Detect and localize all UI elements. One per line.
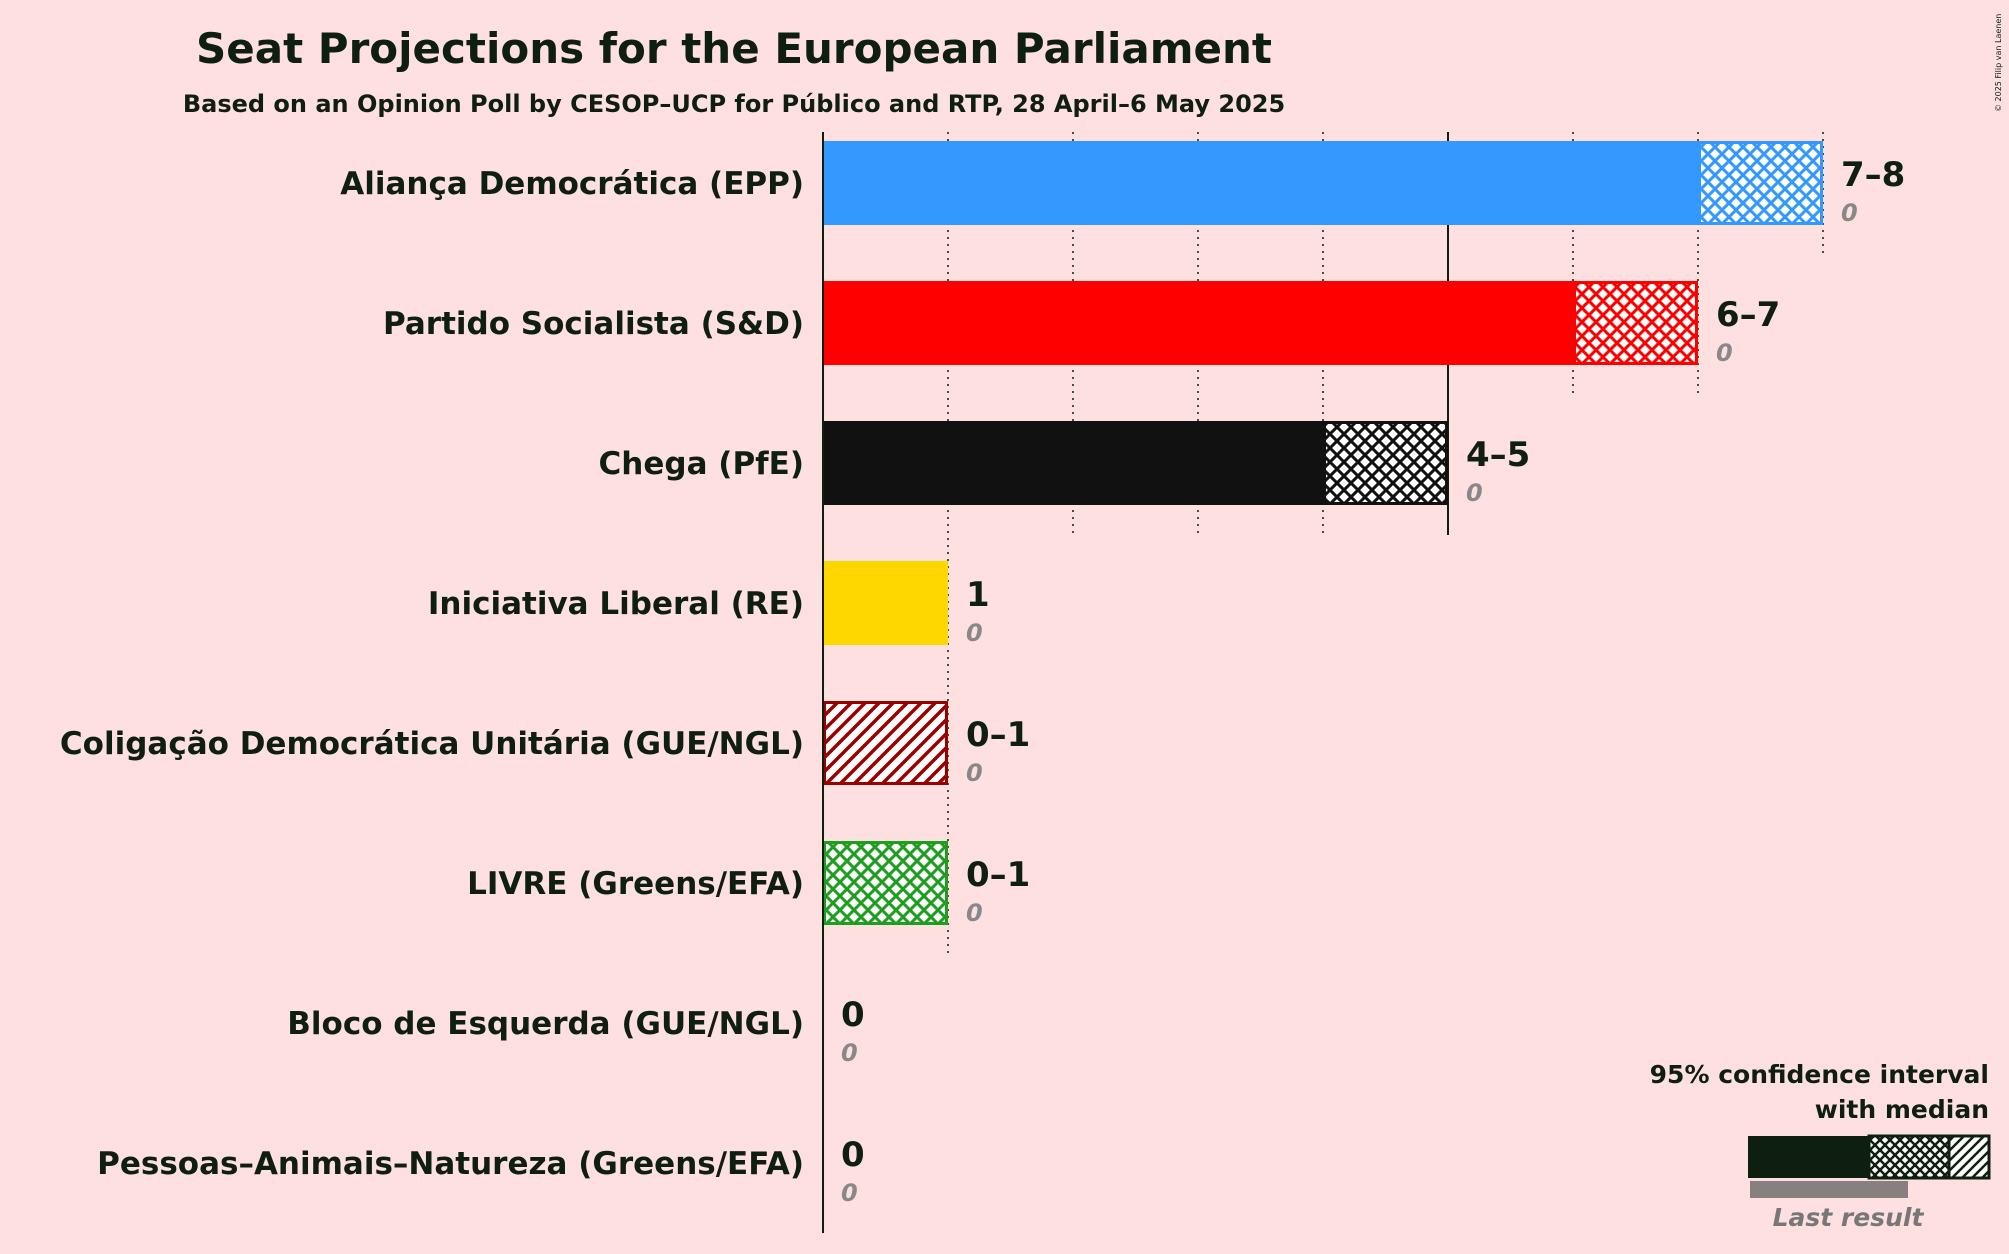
legend: 95% confidence interval with median Last… (1650, 1060, 1991, 1232)
legend-solid-swatch (1748, 1136, 1869, 1178)
range-label: 0 (841, 995, 865, 1035)
last-result-label: 0 (841, 1039, 858, 1067)
legend-upper-swatch (1947, 1134, 1991, 1180)
bar-ci-lower (1698, 141, 1823, 225)
range-label: 0–1 (966, 855, 1030, 895)
party-label: Iniciativa Liberal (RE) (428, 586, 804, 622)
range-label: 4–5 (1466, 435, 1530, 475)
bar-ci-upper (823, 701, 948, 785)
party-label: Pessoas–Animais–Natureza (Greens/EFA) (97, 1146, 804, 1182)
chart-title: Seat Projections for the European Parlia… (196, 24, 1272, 73)
legend-title-line2: with median (1815, 1095, 1989, 1124)
last-result-label: 0 (841, 1179, 858, 1207)
range-label: 6–7 (1716, 295, 1780, 335)
party-label: Partido Socialista (S&D) (383, 306, 804, 342)
copyright-note: © 2025 Filip van Laenen (1994, 14, 2003, 112)
party-label: Aliança Democrática (EPP) (340, 166, 804, 202)
bar-ci-lower (1323, 421, 1448, 505)
chart-subtitle: Based on an Opinion Poll by CESOP–UCP fo… (183, 90, 1285, 118)
bar-solid (823, 421, 1323, 505)
bar-solid (823, 561, 948, 645)
range-label: 1 (966, 575, 990, 615)
party-label: LIVRE (Greens/EFA) (467, 866, 804, 902)
bar-solid (823, 141, 1698, 225)
range-label: 0–1 (966, 715, 1030, 755)
party-label: Chega (PfE) (599, 446, 804, 482)
legend-title-line1: 95% confidence interval (1650, 1060, 1989, 1089)
bar-solid (823, 281, 1573, 365)
party-label: Bloco de Esquerda (GUE/NGL) (287, 1006, 804, 1042)
labels-group: Aliança Democrática (EPP) 7–8 0 Partido Soc… (60, 155, 1905, 1207)
range-label: 7–8 (1841, 155, 1905, 195)
last-result-label: 0 (1716, 339, 1733, 367)
legend-last-result-bar (1750, 1181, 1908, 1198)
legend-median-swatch (1867, 1134, 1951, 1180)
party-label: Coligação Democrática Unitária (GUE/NGL) (60, 726, 804, 762)
last-result-label: 0 (966, 619, 983, 647)
bar-ci-lower (1573, 281, 1698, 365)
last-result-label: 0 (1466, 479, 1483, 507)
range-label: 0 (841, 1135, 865, 1175)
last-result-label: 0 (966, 759, 983, 787)
legend-last-result-label: Last result (1773, 1203, 1925, 1232)
last-result-label: 0 (966, 899, 983, 927)
bars-group (823, 141, 1823, 925)
bar-ci-lower (823, 841, 948, 925)
grid-lines (947, 132, 1824, 955)
last-result-label: 0 (1841, 199, 1858, 227)
